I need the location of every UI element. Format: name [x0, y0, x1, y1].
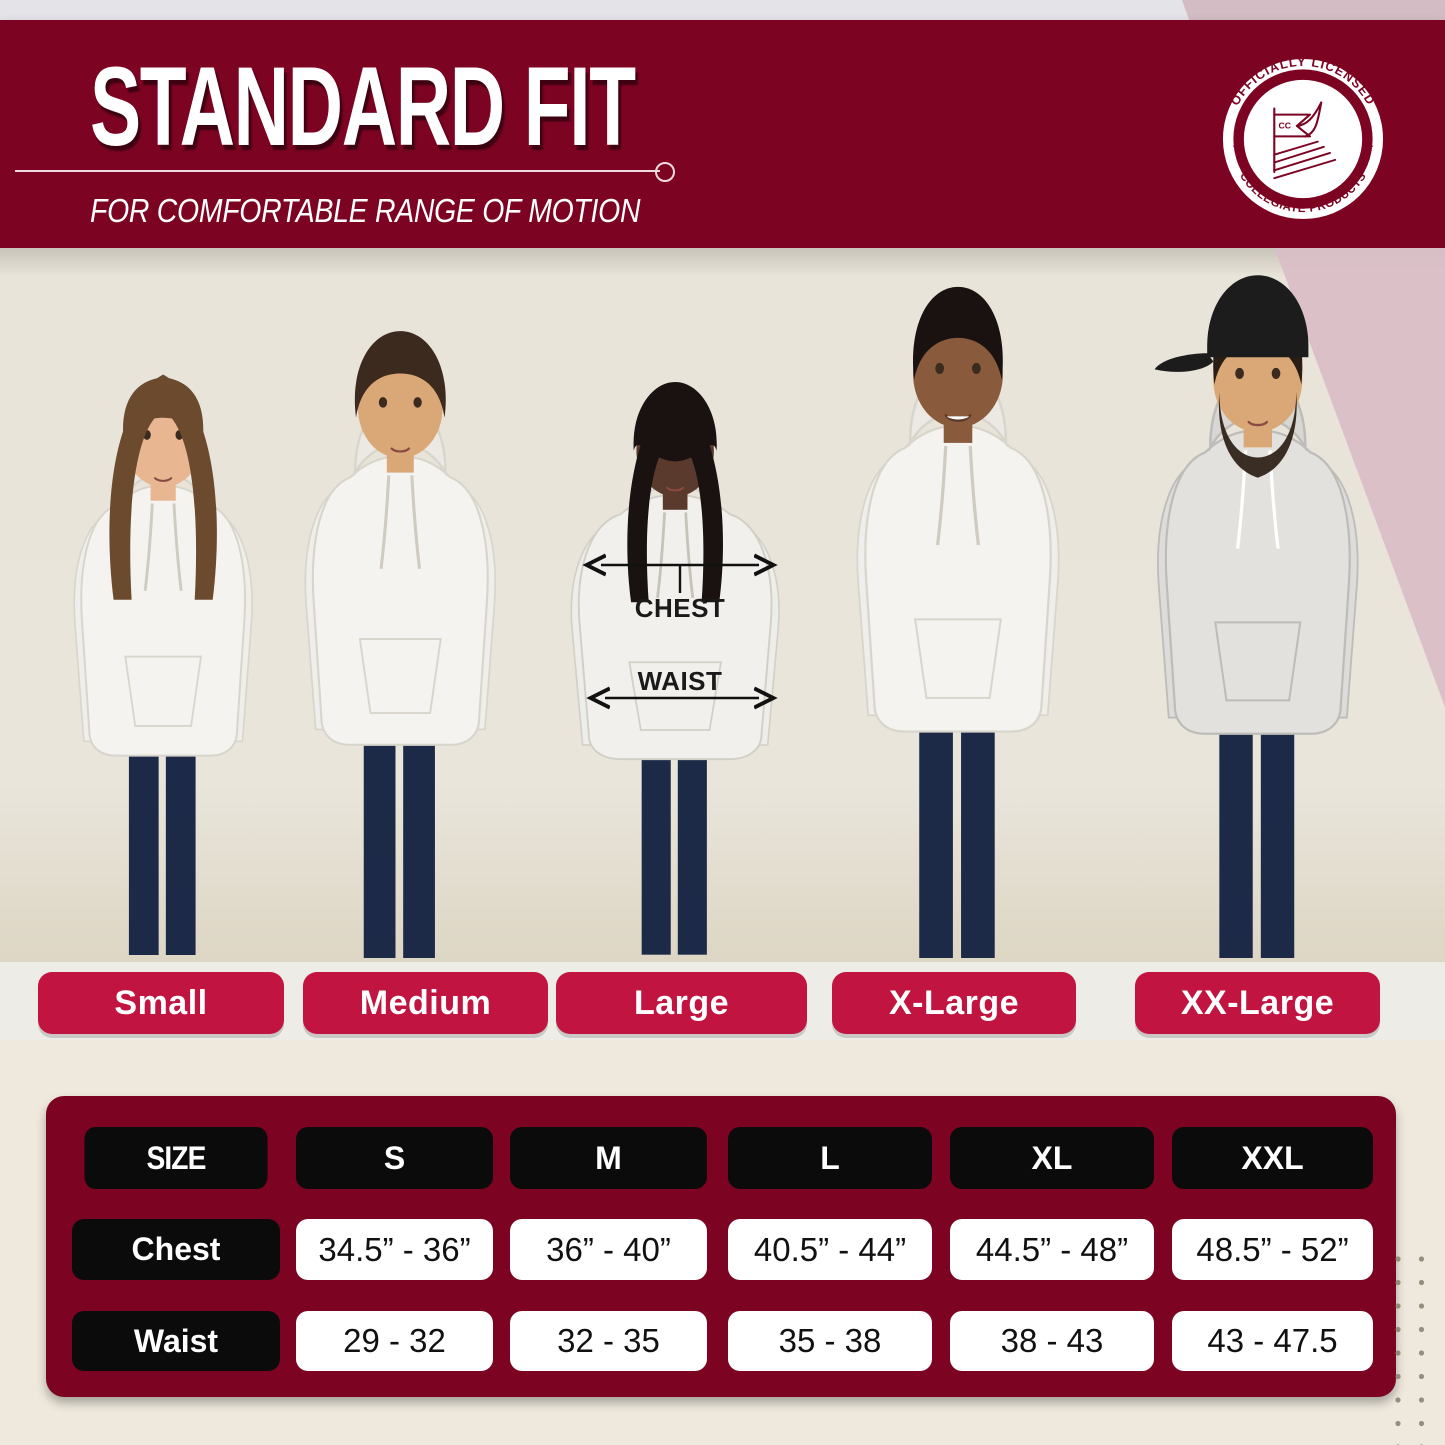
svg-text:CC: CC: [1278, 121, 1291, 131]
svg-text:★: ★: [1364, 142, 1374, 154]
svg-text:★: ★: [1232, 142, 1242, 154]
